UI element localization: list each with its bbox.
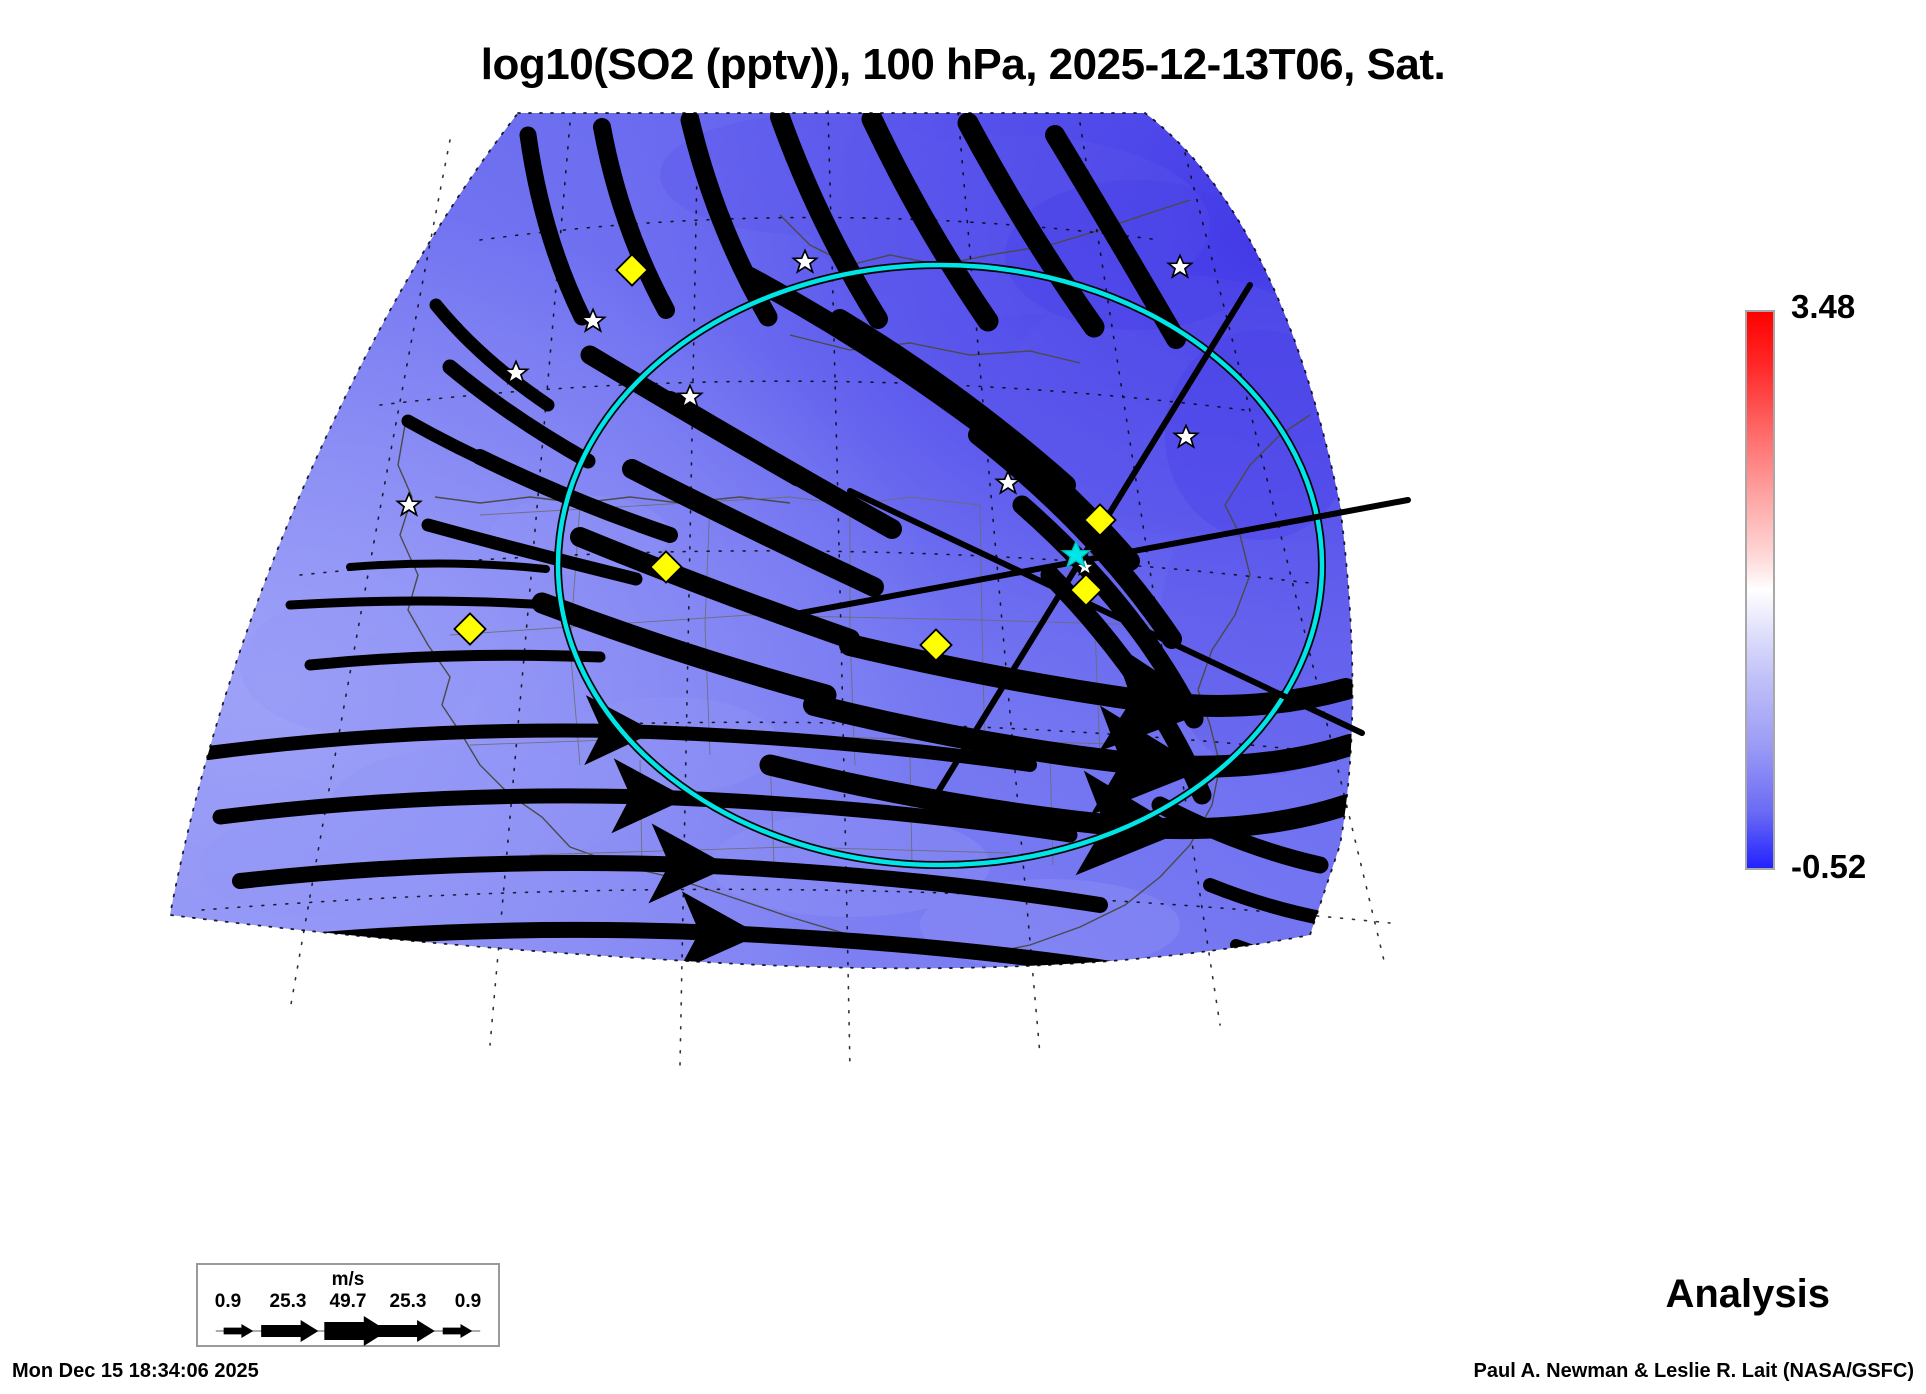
station-marker-diamond bbox=[1069, 573, 1103, 607]
colorbar[interactable]: 3.48 -0.52 bbox=[1745, 288, 1866, 885]
map-svg bbox=[168, 110, 1411, 1071]
site-marker-star bbox=[579, 307, 607, 333]
site-marker-star bbox=[395, 491, 423, 517]
site-marker-star bbox=[502, 359, 530, 385]
range-ring bbox=[554, 261, 1326, 869]
map-plot-area[interactable] bbox=[150, 105, 1450, 1071]
analysis-label: Analysis bbox=[1665, 1272, 1830, 1316]
station-markers[interactable] bbox=[453, 253, 1117, 662]
colorbar-min-label: -0.52 bbox=[1791, 848, 1867, 885]
station-marker-diamond bbox=[453, 612, 487, 646]
page-title: log10(SO2 (pptv)), 100 hPa, 2025-12-13T0… bbox=[480, 40, 1446, 89]
wind-key-tick-labels: 0.9 25.3 49.7 25.3 0.9 bbox=[198, 1291, 498, 1313]
station-marker-diamond bbox=[649, 550, 683, 584]
colorbar-gradient bbox=[1745, 310, 1775, 870]
site-marker-star bbox=[1172, 423, 1200, 449]
wind-key-arrow-glyphs bbox=[215, 1316, 481, 1346]
station-marker-diamond bbox=[1083, 503, 1117, 537]
wind-key-tick: 25.3 bbox=[389, 1291, 427, 1312]
station-marker-diamond bbox=[919, 628, 953, 662]
center-star-marker[interactable] bbox=[1060, 539, 1092, 569]
wind-key-unit-label: m/s bbox=[331, 1269, 365, 1290]
generation-timestamp: Mon Dec 15 18:34:06 2025 bbox=[12, 1360, 259, 1382]
wind-key-tick: 49.7 bbox=[329, 1291, 367, 1312]
wind-speed-key: m/s 0.9 25.3 49.7 25.3 0.9 bbox=[196, 1263, 500, 1347]
wind-key-tick: 25.3 bbox=[269, 1291, 307, 1312]
site-marker-star bbox=[1166, 253, 1194, 279]
colorbar-max-label: 3.48 bbox=[1791, 288, 1856, 325]
station-marker-diamond bbox=[615, 253, 649, 287]
site-marker-star bbox=[676, 383, 704, 409]
author-credit: Paul A. Newman & Leslie R. Lait (NASA/GS… bbox=[1473, 1360, 1914, 1382]
wind-key-tick: 0.9 bbox=[214, 1291, 242, 1312]
site-marker-star bbox=[994, 469, 1022, 495]
wind-key-tick: 0.9 bbox=[454, 1291, 482, 1312]
site-marker-star bbox=[791, 248, 819, 274]
radial-track-lines bbox=[787, 282, 1411, 808]
